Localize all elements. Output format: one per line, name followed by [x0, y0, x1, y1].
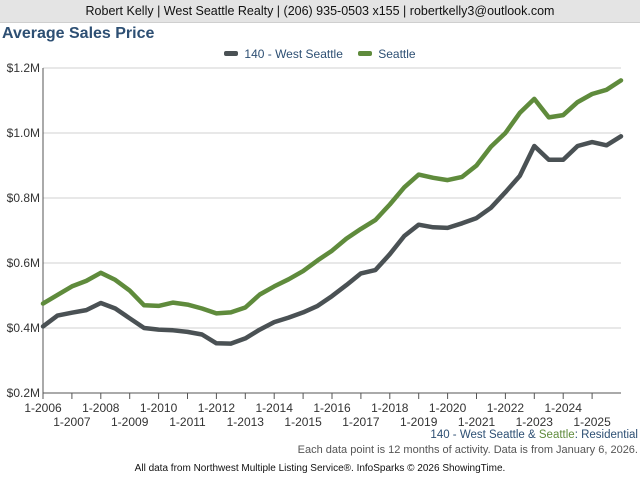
- x-tick-label: 1-2022: [487, 401, 525, 415]
- x-tick-label: 1-2009: [111, 415, 149, 429]
- legend-item-seattle[interactable]: Seattle: [358, 46, 416, 61]
- legend-label-seattle: Seattle: [378, 46, 416, 61]
- y-tick-label: $0.6M: [7, 256, 40, 270]
- x-tick-label: 1-2015: [284, 415, 322, 429]
- x-tick-label: 1-2019: [400, 415, 438, 429]
- x-tick-label: 1-2010: [140, 401, 178, 415]
- legend-swatch-seattle: [358, 51, 373, 56]
- x-tick-label: 1-2006: [24, 401, 62, 415]
- chart-caption: 140 - West Seattle & Seattle: Residentia…: [430, 429, 638, 441]
- x-tick-label: 1-2012: [198, 401, 236, 415]
- x-tick-label: 1-2025: [573, 415, 611, 429]
- legend-item-west-seattle[interactable]: 140 - West Seattle: [224, 47, 343, 61]
- y-tick-label: $1.0M: [7, 126, 40, 140]
- legend-swatch-west-seattle: [224, 51, 239, 56]
- data-note: Each data point is 12 months of activity…: [297, 444, 638, 456]
- series-line-west-seattle: [40, 134, 624, 346]
- x-tick-label: 1-2017: [342, 415, 380, 429]
- x-tick-label: 1-2007: [53, 415, 91, 429]
- x-tick-label: 1-2016: [313, 401, 351, 415]
- data-source-footer: All data from Northwest Multiple Listing…: [134, 463, 506, 474]
- x-tick-label: 1-2024: [545, 401, 583, 415]
- caption-type: : Residential: [574, 429, 638, 441]
- x-tick-label: 1-2014: [256, 401, 294, 415]
- y-tick-label: $0.8M: [7, 191, 40, 205]
- x-tick-label: 1-2011: [169, 415, 206, 429]
- caption-city: Seattle: [538, 429, 575, 441]
- caption-area: 140 - West Seattle: [430, 429, 525, 441]
- x-tick-label: 1-2008: [82, 401, 120, 415]
- y-tick-label: $0.2M: [7, 386, 40, 400]
- x-tick-label: 1-2013: [227, 415, 265, 429]
- contact-header: Robert Kelly | West Seattle Realty | (20…: [0, 0, 640, 23]
- y-tick-label: $0.4M: [7, 321, 40, 335]
- caption-amp: &: [524, 429, 539, 441]
- legend-label-west-seattle: 140 - West Seattle: [244, 46, 343, 61]
- series-line-seattle: [40, 78, 624, 316]
- x-tick-label: 1-2023: [516, 415, 554, 429]
- y-tick-label: $1.2M: [7, 61, 40, 75]
- x-tick-label: 1-2021: [458, 415, 496, 429]
- x-tick-label: 1-2020: [429, 401, 467, 415]
- x-tick-label: 1-2018: [371, 401, 409, 415]
- chart-legend: 140 - West Seattle Seattle: [0, 45, 640, 61]
- chart-title: Average Sales Price: [2, 25, 155, 42]
